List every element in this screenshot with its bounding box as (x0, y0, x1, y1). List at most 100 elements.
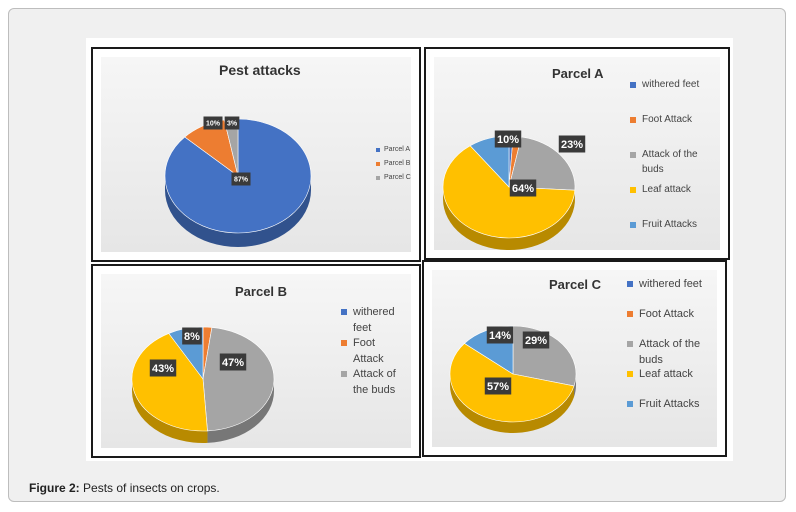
legend-label: Parcel A (384, 146, 411, 153)
pie-chart-svg: 29% 57% 14% (449, 325, 577, 433)
legend-swatch (630, 81, 636, 88)
legend-item-parcel-a: Parcel A (376, 144, 416, 156)
legend-label: Attack of the buds (353, 368, 396, 396)
data-label-text: 23% (561, 139, 583, 151)
data-label-leaf-attack: 64% (509, 179, 537, 197)
legend-swatch (627, 401, 633, 407)
data-label-box (224, 116, 240, 130)
data-label-fruit-attacks: 8% (182, 327, 202, 345)
data-label-leaf-attack: 57% (484, 377, 512, 395)
legend-swatch (341, 371, 347, 377)
data-label-box (509, 179, 537, 197)
legend-item-attack-of-the-buds: Attack of the buds (630, 147, 716, 177)
chart-parcel-a: Parcel A 23% 64% 10% withered feet Foot Att… (424, 47, 730, 260)
legend-item-leaf-attack: Leaf attack (627, 366, 715, 382)
pie-slice-side-leaf-attack (132, 379, 208, 443)
legend-item-parcel-c: Parcel C (376, 172, 416, 184)
data-label-text: 29% (525, 335, 547, 347)
legend-label: Fruit Attacks (642, 219, 698, 230)
chart-title: Parcel B (235, 284, 288, 299)
data-label-text: 87% (234, 177, 249, 184)
legend-swatch (376, 162, 380, 166)
chart-title: Parcel A (552, 66, 604, 81)
data-label-text: 47% (222, 357, 244, 369)
pie-slice-side-attack-of-the-buds (574, 374, 576, 397)
legend-swatch (627, 371, 633, 377)
data-label-text: 57% (487, 381, 509, 393)
legend-label: Foot Attack (353, 337, 384, 365)
data-label-text: 10% (206, 121, 221, 128)
pie-slice-side-leaf-attack (443, 187, 575, 251)
legend-swatch (376, 148, 380, 152)
pie-slice-side-parcel-a (165, 176, 311, 247)
legend-swatch (627, 281, 633, 287)
chart-parcel-b: Parcel B 47% 43% 8% withered feet Foot Atta… (91, 264, 421, 458)
caption-text: Pests of insects on crops. (83, 481, 220, 495)
data-label-box (203, 116, 223, 130)
legend-item-parcel-b: Parcel B (376, 158, 416, 170)
legend-item-attack-of-the-buds: Attack of the buds (341, 366, 403, 398)
figure-container: Pest attacks 87% 10% 3% Parcel A Parcel B Pa… (8, 8, 786, 502)
legend-swatch (630, 151, 636, 158)
data-label-parcel-b: 10% (203, 116, 223, 130)
legend-item-withered-feet: withered feet (627, 276, 715, 292)
data-label-fruit-attacks: 10% (494, 130, 522, 148)
pie-chart-svg: 23% 64% 10% (442, 130, 586, 251)
data-label-text: 64% (512, 183, 534, 195)
legend-swatch (630, 221, 636, 228)
legend-swatch (341, 340, 347, 346)
data-label-attack-of-the-buds: 47% (219, 353, 247, 371)
legend-label: Attack of the buds (639, 338, 701, 366)
chart-parcel-c: Parcel C 29% 57% 14% withered feet Foot Att… (422, 260, 727, 457)
data-label-box (231, 172, 251, 186)
chart-pest-attacks: Pest attacks 87% 10% 3% Parcel A Parcel B Pa… (91, 47, 421, 262)
figure-caption: Figure 2: Pests of insects on crops. (29, 481, 220, 495)
data-label-box (219, 353, 247, 371)
caption-label: Figure 2: (29, 481, 80, 495)
pie-slice-attack-of-the-buds (202, 327, 275, 432)
data-label-text: 43% (152, 363, 174, 375)
data-label-box (558, 135, 586, 153)
data-label-leaf-attack: 43% (149, 359, 177, 377)
data-label-text: 8% (184, 331, 200, 343)
data-label-text: 14% (489, 330, 511, 342)
data-label-box (149, 359, 177, 377)
legend-label: Leaf attack (639, 368, 693, 380)
data-label-box (494, 130, 522, 148)
figure-image: Pest attacks 87% 10% 3% Parcel A Parcel B Pa… (86, 38, 733, 461)
data-label-attack-of-the-buds: 23% (558, 135, 586, 153)
legend-swatch (630, 116, 636, 123)
legend-swatch (376, 176, 380, 180)
chart-title: Pest attacks (219, 62, 301, 78)
pie-depth (450, 374, 576, 433)
pie-slice-leaf-attack (449, 343, 575, 423)
data-label-box (522, 331, 550, 349)
data-label-box (486, 326, 514, 344)
pie-slice-side-attack-of-the-buds (207, 379, 274, 443)
legend-label: withered feet (639, 278, 702, 290)
legend-label: Parcel B (384, 160, 411, 167)
data-label-parcel-c: 3% (224, 116, 240, 130)
legend-item-withered-feet: withered feet (630, 77, 716, 92)
legend-swatch (341, 309, 347, 315)
data-label-box (484, 377, 512, 395)
legend-swatch (627, 341, 633, 347)
legend-swatch (627, 311, 633, 317)
legend-label: Parcel C (384, 174, 411, 181)
legend-item-leaf-attack: Leaf attack (630, 182, 716, 197)
legend-item-fruit-attacks: Fruit Attacks (630, 217, 716, 232)
legend-item-foot-attack: Foot Attack (341, 335, 403, 367)
legend-label: Attack of the buds (642, 149, 698, 175)
data-label-text: 10% (497, 134, 519, 146)
legend-label: Foot Attack (639, 308, 695, 320)
legend-label: Foot Attack (642, 114, 693, 125)
legend-item-foot-attack: Foot Attack (627, 306, 715, 322)
pie-slice-attack-of-the-buds (508, 136, 576, 191)
pie-chart-svg: 87% 10% 3% (164, 116, 312, 247)
legend-label: Leaf attack (642, 184, 691, 195)
data-label-text: 3% (227, 121, 238, 128)
legend-item-foot-attack: Foot Attack (630, 112, 716, 127)
legend-label: withered feet (642, 79, 700, 90)
data-label-attack-of-the-buds: 29% (522, 331, 550, 349)
pie-chart-svg: 47% 43% 8% (131, 326, 275, 443)
